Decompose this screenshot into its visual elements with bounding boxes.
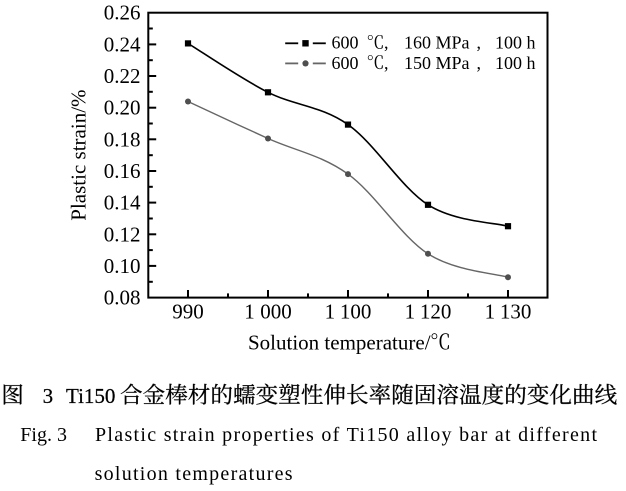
svg-text:0.12: 0.12 <box>104 222 141 246</box>
svg-text:0.08: 0.08 <box>104 286 141 310</box>
svg-text:160 MPa: 160 MPa <box>404 33 470 53</box>
svg-text:0.14: 0.14 <box>104 191 141 215</box>
svg-text:Solution temperature/: Solution temperature/ <box>248 330 431 354</box>
svg-text:0.10: 0.10 <box>104 254 141 278</box>
svg-text:Plastic strain/%: Plastic strain/% <box>67 89 91 220</box>
svg-text:3: 3 <box>43 384 54 408</box>
svg-text:Ti150: Ti150 <box>66 384 115 408</box>
svg-text:0.22: 0.22 <box>104 64 141 88</box>
svg-text:100 h: 100 h <box>495 33 536 53</box>
svg-text:Fig. 3: Fig. 3 <box>20 424 67 446</box>
svg-text:,: , <box>384 33 389 53</box>
svg-text:100 h: 100 h <box>495 53 536 73</box>
svg-text:990: 990 <box>172 300 204 324</box>
svg-text:0.20: 0.20 <box>104 96 141 120</box>
svg-text:600: 600 <box>332 33 359 53</box>
svg-text:150 MPa: 150 MPa <box>404 53 470 73</box>
svg-text:0.16: 0.16 <box>104 159 141 183</box>
svg-text:Plastic strain properties of T: Plastic strain properties of Ti150 alloy… <box>95 424 597 446</box>
svg-text:,: , <box>477 33 482 53</box>
svg-text:0.18: 0.18 <box>104 127 141 151</box>
svg-text:,: , <box>477 53 482 73</box>
svg-text:solution temperatures: solution temperatures <box>95 463 293 485</box>
svg-text:0.26: 0.26 <box>104 1 141 25</box>
svg-text:0.24: 0.24 <box>104 32 141 56</box>
svg-text:,: , <box>384 53 389 73</box>
svg-text:600: 600 <box>332 53 359 73</box>
